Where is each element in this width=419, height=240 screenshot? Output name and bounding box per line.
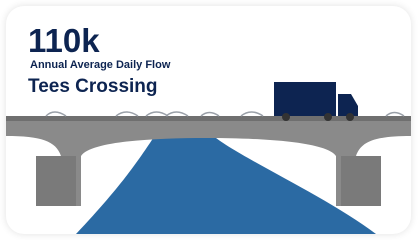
truck [274,82,358,121]
headline-caption: Annual Average Daily Flow [30,59,171,71]
left-pier [36,156,76,206]
location: Tees Crossing [28,76,158,97]
info-card: 110k Annual Average Daily Flow Tees Cros… [6,6,411,234]
right-pier [341,156,381,206]
headline-value: 110k [28,22,100,59]
bridge-illustration: 110k Annual Average Daily Flow Tees Cros… [6,6,411,234]
page: {"headline": {"value": "110k", "caption"… [0,0,419,240]
